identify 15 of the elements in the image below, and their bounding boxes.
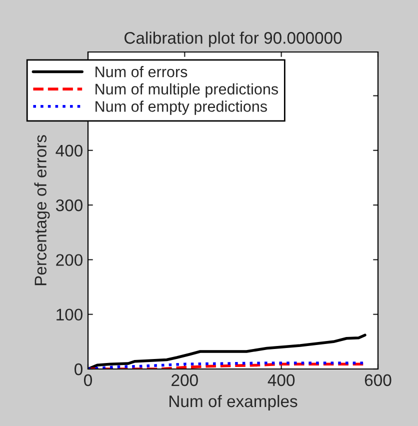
y-tick-label: 0 bbox=[74, 363, 82, 376]
legend-label: Num of empty predictions bbox=[96, 100, 267, 115]
x-tick-label: 400 bbox=[268, 374, 295, 386]
y-tick-label: 400 bbox=[56, 144, 82, 157]
y-tick-label: 100 bbox=[56, 308, 82, 321]
y-tick-label: 300 bbox=[56, 199, 82, 212]
legend-label: Num of multiple predictions bbox=[96, 83, 278, 98]
chart-title: Calibration plot for 90.000000 bbox=[124, 32, 342, 48]
y-tick-label: 200 bbox=[56, 254, 82, 266]
x-tick-label: 600 bbox=[364, 374, 392, 386]
legend-label: Num of errors bbox=[96, 66, 188, 78]
y-axis-title: Percentage of errors bbox=[34, 135, 50, 286]
x-tick-label: 200 bbox=[172, 374, 198, 386]
x-axis-title: Num of examples bbox=[170, 394, 298, 410]
x-tick-label: 0 bbox=[84, 374, 92, 386]
